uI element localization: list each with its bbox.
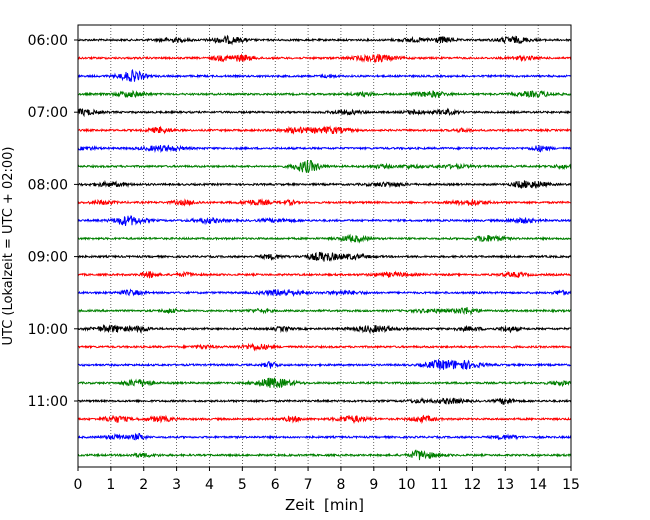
trace-0900: [77, 251, 572, 262]
x-axis: 0 1 2 3 4 5 6 7 8 9 10 11 12 13 14 15: [74, 467, 580, 493]
x-tick-label: 2: [139, 477, 148, 493]
trace-0845: [77, 233, 572, 244]
trace-0800: [77, 179, 572, 189]
trace-0815: [77, 197, 572, 207]
x-axis-label: Zeit [min]: [285, 496, 364, 514]
x-tick-label: 9: [369, 477, 378, 493]
y-axis-label: UTC (Lokalzeit = UTC + 02:00): [1, 147, 16, 346]
x-tick-label: 10: [398, 477, 416, 493]
y-tick-label: 06:00: [28, 33, 68, 49]
x-tick-label: 12: [463, 477, 481, 493]
y-tick-label: 07:00: [28, 105, 68, 121]
x-tick-label: 3: [172, 477, 181, 493]
trace-0630: [77, 68, 572, 82]
traces: [77, 34, 572, 461]
trace-0730: [77, 144, 572, 154]
trace-1115: [77, 414, 572, 425]
plot-frame: [77, 24, 572, 468]
trace-0830: [77, 215, 572, 226]
x-tick-label: 5: [238, 477, 247, 493]
trace-1015: [77, 342, 572, 352]
trace-1030: [77, 358, 572, 370]
x-tick-label: 6: [271, 477, 280, 493]
x-tick-label: 15: [562, 477, 580, 493]
y-tick-label: 11:00: [28, 394, 68, 410]
x-tick-label: 13: [496, 477, 514, 493]
y-tick-label: 09:00: [28, 250, 68, 266]
x-tick-label: 7: [304, 477, 313, 493]
x-tick-label: 8: [336, 477, 345, 493]
x-tick-label: 4: [205, 477, 214, 493]
y-tick-label: 08:00: [28, 177, 68, 193]
x-tick-label: 1: [106, 477, 115, 493]
trace-0945: [77, 307, 572, 316]
trace-0600: [77, 34, 572, 46]
y-axis: 06:00 07:00 08:00 09:00 10:00 11:00: [28, 33, 78, 410]
trace-1145: [77, 449, 572, 461]
trace-0715: [77, 125, 572, 135]
trace-0915: [77, 270, 572, 279]
x-tick-label: 14: [529, 477, 547, 493]
trace-0930: [77, 288, 572, 298]
trace-0700: [77, 107, 572, 118]
trace-1100: [77, 396, 572, 405]
trace-0745: [77, 159, 572, 174]
trace-1000: [77, 323, 572, 335]
x-tick-label: 0: [74, 477, 83, 493]
y-tick-label: 10:00: [28, 322, 68, 338]
trace-1130: [77, 432, 572, 441]
trace-0615: [77, 53, 572, 64]
trace-1045: [77, 377, 572, 389]
trace-0645: [77, 89, 572, 99]
x-tick-label: 11: [431, 477, 449, 493]
